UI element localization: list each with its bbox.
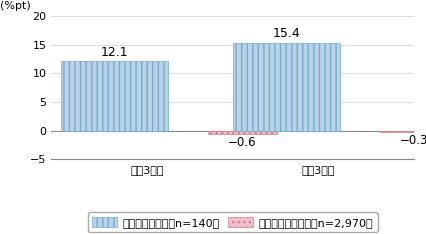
Bar: [379, 131, 426, 132]
Legend: テレワーク導入（n=140）, テレワーク未導入（n=2,970）: テレワーク導入（n=140）, テレワーク未導入（n=2,970）: [88, 212, 377, 232]
Text: −0.6: −0.6: [227, 136, 256, 149]
Text: (%pt): (%pt): [0, 1, 31, 11]
Text: 15.4: 15.4: [272, 27, 300, 40]
Text: 12.1: 12.1: [101, 46, 128, 59]
Bar: [233, 43, 339, 131]
Bar: [61, 62, 168, 131]
Text: −0.3: −0.3: [399, 134, 426, 147]
Bar: [207, 131, 276, 134]
